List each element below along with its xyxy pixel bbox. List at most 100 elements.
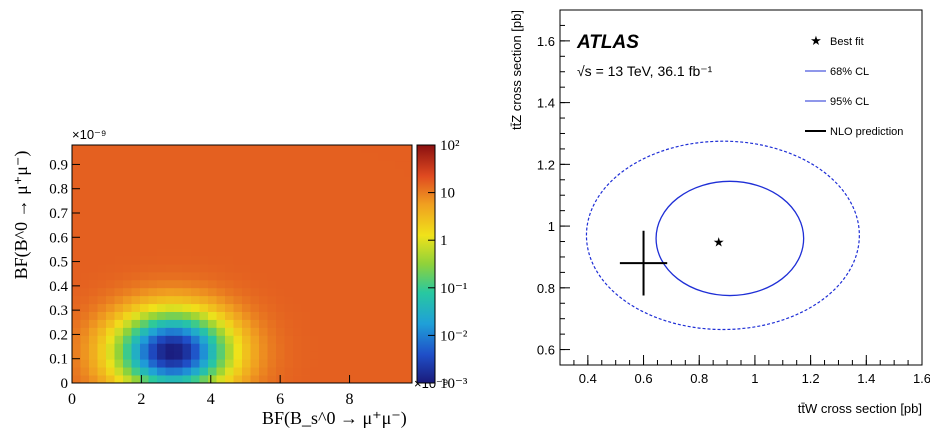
heatmap-cell (80, 351, 90, 360)
heatmap-cell (157, 256, 166, 265)
heatmap-cell (327, 256, 336, 265)
heatmap-cell (148, 319, 158, 328)
heatmap-cell (267, 264, 277, 273)
heatmap-cell (216, 303, 226, 312)
heatmap-cell (327, 208, 336, 217)
heatmap-cell (276, 327, 285, 336)
xs-y-ticks: 0.6 0.8 1 1.2 1.4 1.6 (537, 24, 570, 358)
heatmap-cell (327, 192, 336, 201)
heatmap-cell (123, 232, 132, 241)
heatmap-cell (208, 192, 217, 201)
heatmap-cell (165, 224, 175, 233)
colorbar-tick-label: 10 (440, 186, 455, 202)
heatmap-cell (199, 264, 209, 273)
heatmap-cell (123, 216, 132, 225)
heatmap-cell (148, 232, 158, 241)
heatmap-cell (250, 295, 260, 305)
heatmap-cell (80, 200, 90, 209)
heatmap-cell (106, 319, 115, 328)
heatmap-cell (284, 192, 294, 201)
heatmap-cell (293, 160, 302, 170)
heatmap-cell (318, 184, 328, 193)
heatmap-cell (225, 303, 234, 312)
heatmap-cell (259, 327, 268, 336)
heatmap-cell (395, 176, 404, 186)
heatmap-cell (157, 343, 166, 352)
heatmap-cell (89, 192, 98, 201)
heatmap-cell (182, 295, 192, 305)
heatmap-x-axis-label: BF(B_s^0 → μ⁺μ⁻) (262, 408, 407, 429)
heatmap-cell (242, 176, 251, 186)
heatmap-cell (369, 184, 379, 193)
heatmap-cell (242, 279, 251, 289)
heatmap-cell (216, 145, 226, 154)
heatmap-cell (233, 319, 243, 328)
heatmap-cell (242, 256, 251, 265)
heatmap-cell (140, 224, 149, 233)
heatmap-cell (242, 208, 251, 217)
heatmap-cell (208, 184, 217, 193)
heatmap-cell (293, 208, 302, 217)
heatmap-cell (318, 160, 328, 170)
heatmap-cell (123, 343, 132, 352)
heatmap-cell (259, 248, 268, 257)
heatmap-cell (276, 335, 285, 344)
heatmap-cell (148, 311, 158, 320)
heatmap-cell (276, 184, 285, 193)
heatmap-cell (403, 240, 413, 249)
heatmap-cell (352, 192, 362, 201)
heatmap-cell (106, 216, 115, 225)
heatmap-cell (216, 224, 226, 233)
heatmap-cell (97, 335, 107, 344)
heatmap-cell (174, 375, 183, 384)
heatmap-cell (131, 192, 141, 201)
heatmap-cell (165, 359, 175, 368)
heatmap-cell (293, 240, 302, 249)
heatmap-cell (233, 232, 243, 241)
heatmap-cell (403, 351, 413, 360)
heatmap-cell (72, 319, 81, 328)
heatmap-cell (344, 256, 353, 265)
heatmap-cell (199, 327, 209, 336)
heatmap-cell (344, 343, 353, 352)
heatmap-cell (327, 232, 336, 241)
heatmap-cell (293, 375, 302, 384)
heatmap-cell (191, 176, 200, 186)
heatmap-x-ticks: 0 2 4 6 8 (68, 375, 354, 408)
heatmap-cell (165, 192, 175, 201)
heatmap-cell (403, 279, 413, 289)
heatmap-cell (165, 256, 175, 265)
heatmap-cell (72, 200, 81, 209)
heatmap-cell (208, 264, 217, 273)
heatmap-cell (293, 192, 302, 201)
heatmap-cell (72, 295, 81, 305)
heatmap-cell (259, 311, 268, 320)
heatmap-cell (123, 335, 132, 344)
heatmap-cell (327, 152, 336, 162)
heatmap-cell (310, 240, 319, 249)
heatmap-cell (97, 248, 107, 257)
heatmap-cell (225, 264, 234, 273)
heatmap-cell (318, 192, 328, 201)
heatmap-cell (80, 216, 90, 225)
heatmap-cell (301, 176, 311, 186)
heatmap-cell (216, 152, 226, 162)
heatmap-cell (310, 208, 319, 217)
heatmap-cell (310, 327, 319, 336)
legend-68-label: 68% CL (830, 66, 869, 78)
heatmap-cell (72, 248, 81, 257)
heatmap-cell (191, 351, 200, 360)
heatmap-cell (395, 264, 404, 273)
heatmap-cell (165, 271, 175, 281)
heatmap-cell (276, 248, 285, 257)
heatmap-cell (174, 232, 183, 241)
heatmap-cell (182, 216, 192, 225)
heatmap-y-tick-label: 0.7 (49, 206, 68, 222)
heatmap-cell (157, 287, 166, 297)
heatmap-cell (378, 224, 387, 233)
heatmap-cell (182, 335, 192, 344)
heatmap-cell (72, 375, 81, 384)
heatmap-cell (318, 224, 328, 233)
heatmap-cell (310, 168, 319, 178)
heatmap-cell (327, 279, 336, 289)
